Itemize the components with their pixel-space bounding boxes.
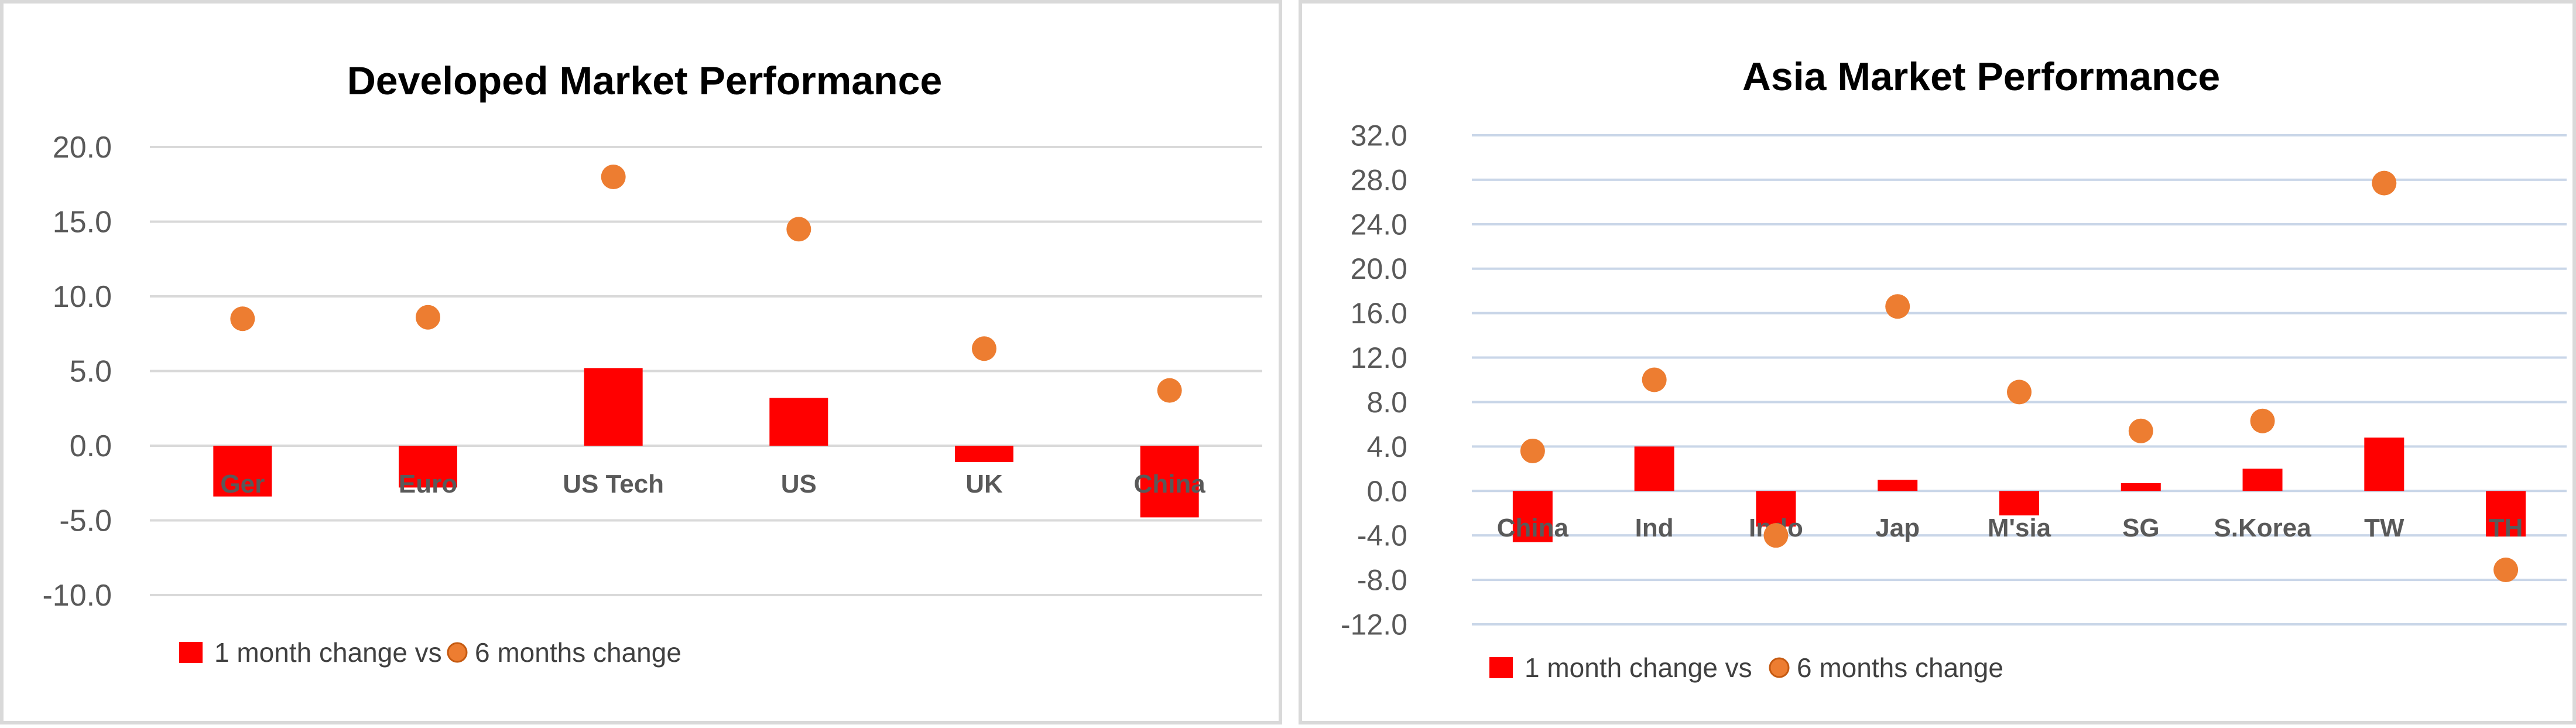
scatter-point bbox=[1763, 523, 1789, 548]
category-label: TH bbox=[2489, 514, 2523, 542]
scatter-point bbox=[2493, 558, 2519, 583]
scatter-point bbox=[1520, 438, 1545, 463]
category-label: TW bbox=[2364, 514, 2404, 542]
category-label: US bbox=[781, 470, 817, 498]
bar bbox=[955, 446, 1013, 463]
bar bbox=[2364, 438, 2404, 491]
y-tick-label: 15.0 bbox=[53, 206, 112, 240]
legend-swatch-dot bbox=[1769, 657, 1790, 678]
developed-market-chart: Developed Market Performance 20.0 15.0 10.… bbox=[42, 59, 1262, 668]
category-label: S.Korea bbox=[2214, 514, 2311, 542]
legend-swatch-dot bbox=[447, 642, 468, 663]
y-tick-label: -5.0 bbox=[59, 504, 112, 538]
bar bbox=[1878, 480, 1918, 491]
y-tick-label: 10.0 bbox=[53, 280, 112, 314]
category-label: Euro bbox=[399, 470, 457, 498]
category-label: US Tech bbox=[563, 470, 664, 498]
category-label: Jap bbox=[1875, 514, 1920, 542]
category-label: UK bbox=[965, 470, 1003, 498]
legend-label: 1 month change vs bbox=[1525, 652, 1752, 683]
bar bbox=[1999, 491, 2039, 516]
bar-series bbox=[213, 368, 1199, 518]
legend-label: 6 months change bbox=[1797, 652, 2003, 683]
y-tick-label: 5.0 bbox=[70, 355, 112, 389]
y-tick-label: 28.0 bbox=[1351, 163, 1407, 196]
y-tick-label: 0.0 bbox=[70, 429, 112, 463]
category-labels: Ger Euro US Tech US UK China bbox=[220, 470, 1205, 498]
legend-swatch-bar bbox=[179, 642, 203, 663]
scatter-point bbox=[601, 165, 626, 189]
scatter-point bbox=[416, 305, 440, 330]
category-label: SG bbox=[2122, 514, 2160, 542]
bar bbox=[1140, 446, 1199, 518]
scatter-series bbox=[1520, 170, 2519, 583]
category-label: Ger bbox=[220, 470, 265, 498]
bar-series bbox=[1512, 438, 2526, 542]
y-tick-label: -8.0 bbox=[1357, 564, 1407, 597]
asia-market-chart: Asia Market Performance 32.0 28.0 24.0 20.0… bbox=[1341, 54, 2567, 683]
y-tick-label: -10.0 bbox=[42, 579, 112, 613]
gridlines bbox=[150, 146, 1262, 596]
category-label: Ind bbox=[1635, 514, 1674, 542]
asia-market-chart-panel: Asia Market Performance 32.0 28.0 24.0 20.0… bbox=[1299, 0, 2576, 724]
scatter-point bbox=[1157, 378, 1182, 403]
y-tick-label: 4.0 bbox=[1366, 430, 1407, 463]
y-tick-label: 12.0 bbox=[1351, 341, 1407, 374]
category-label: M'sia bbox=[1988, 514, 2051, 542]
y-tick-label: 20.0 bbox=[1351, 252, 1407, 285]
y-tick-label: 20.0 bbox=[53, 131, 112, 165]
category-label: China bbox=[1497, 514, 1569, 542]
scatter-point bbox=[1885, 294, 1910, 319]
y-axis-ticks: 20.0 15.0 10.0 5.0 0.0 -5.0 -10.0 bbox=[42, 131, 112, 613]
y-tick-label: 8.0 bbox=[1366, 386, 1407, 419]
bar bbox=[213, 446, 272, 497]
legend-swatch-bar bbox=[1489, 657, 1513, 678]
scatter-series bbox=[230, 165, 1182, 403]
scatter-point bbox=[2372, 170, 2397, 196]
bar bbox=[2242, 469, 2283, 491]
chart-title: Developed Market Performance bbox=[347, 59, 943, 103]
scatter-point bbox=[230, 306, 255, 331]
y-tick-label: 32.0 bbox=[1351, 119, 1407, 152]
bar bbox=[769, 398, 828, 446]
bar bbox=[1634, 446, 1674, 491]
y-axis-ticks: 32.0 28.0 24.0 20.0 16.0 12.0 8.0 4.0 0.0 -4.0 -8.… bbox=[1341, 119, 1407, 641]
legend: 1 month change vs 6 months change bbox=[179, 637, 681, 668]
chart-title: Asia Market Performance bbox=[1742, 54, 2220, 99]
scatter-point bbox=[2250, 408, 2275, 433]
y-tick-label: 24.0 bbox=[1351, 208, 1407, 241]
y-tick-label: 0.0 bbox=[1366, 475, 1407, 508]
legend-label: 1 month change vs bbox=[214, 637, 442, 668]
scatter-point bbox=[2128, 418, 2153, 443]
scatter-point bbox=[786, 217, 811, 242]
bar bbox=[1512, 491, 1553, 542]
y-tick-label: 16.0 bbox=[1351, 297, 1407, 330]
scatter-point bbox=[972, 336, 996, 361]
y-tick-label: -12.0 bbox=[1341, 609, 1407, 641]
bar bbox=[2486, 491, 2526, 537]
bar bbox=[2121, 483, 2161, 491]
legend: 1 month change vs 6 months change bbox=[1489, 652, 2003, 683]
scatter-point bbox=[1642, 367, 1667, 392]
category-label: China bbox=[1134, 470, 1206, 498]
y-tick-label: -4.0 bbox=[1357, 519, 1407, 552]
bar bbox=[1756, 491, 1796, 527]
developed-market-chart-panel: Developed Market Performance 20.0 15.0 10.… bbox=[0, 0, 1282, 724]
bar bbox=[584, 368, 643, 446]
bar bbox=[399, 446, 457, 488]
legend-label: 6 months change bbox=[475, 637, 681, 668]
scatter-point bbox=[2007, 380, 2032, 405]
